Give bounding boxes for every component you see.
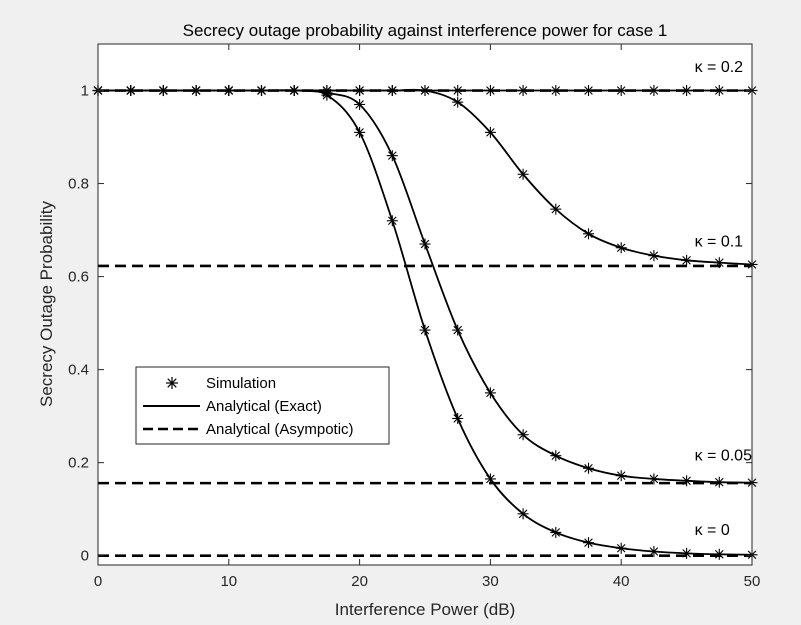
y-tick-label: 0 (81, 548, 89, 565)
simulation-point-5-13 (517, 168, 529, 180)
simulation-point-7-13 (517, 508, 529, 520)
ticks-layer: 0 10 20 30 40 50 0 0.2 0.4 0.6 0.8 1 (68, 44, 760, 590)
axes-box (97, 43, 753, 566)
x-axis-label: Interference Power (dB) (335, 600, 515, 619)
simulation-point-6-11 (452, 324, 464, 336)
simulation-point-6-12 (484, 387, 496, 399)
annotation-layer: κ = 0.2 κ = 0.1 κ = 0.05 κ = 0 (695, 59, 752, 539)
legend-simulation-marker-icon (166, 377, 178, 389)
curve-annotation-3: κ = 0 (695, 522, 730, 539)
simulation-point-7-9 (386, 215, 398, 227)
curve-annotation-1: κ = 0.1 (695, 233, 744, 250)
simulation-point-7-19 (713, 548, 725, 560)
legend: Simulation Analytical (Exact) Analytical… (135, 366, 390, 445)
simulation-point-7-16 (615, 542, 627, 554)
y-tick-label: 0.8 (68, 176, 89, 193)
simulation-point-6-10 (419, 238, 431, 250)
y-tick-label: 0.2 (68, 455, 89, 472)
simulation-point-5-18 (681, 254, 693, 266)
x-tick-label: 10 (220, 573, 237, 590)
simulation-point-7-11 (452, 412, 464, 424)
chart-title: Secrecy outage probability against inter… (183, 21, 668, 40)
x-tick-label: 20 (351, 573, 368, 590)
simulation-point-5-12 (484, 126, 496, 138)
simulation-point-5-11 (452, 96, 464, 108)
legend-label-simulation: Simulation (206, 375, 276, 392)
plot-area (98, 44, 752, 565)
simulation-point-6-9 (386, 150, 398, 162)
simulation-point-6-17 (648, 473, 660, 485)
y-tick-label: 0.6 (68, 269, 89, 286)
simulation-point-6-16 (615, 470, 627, 482)
simulation-point-7-10 (419, 324, 431, 336)
legend-label-exact: Analytical (Exact) (206, 398, 322, 415)
simulation-point-6-15 (583, 462, 594, 474)
simulation-point-7-18 (681, 547, 693, 559)
y-tick-label: 1 (81, 83, 89, 100)
x-tick-label: 50 (744, 573, 761, 590)
simulation-point-7-12 (484, 473, 496, 485)
simulation-point-5-17 (648, 250, 660, 262)
y-axis-label: Secrecy Outage Probability (37, 201, 56, 407)
simulation-point-7-15 (583, 537, 594, 549)
simulation-point-5-14 (550, 203, 562, 215)
y-tick-label: 0.4 (68, 362, 89, 379)
simulation-point-6-8 (354, 98, 366, 110)
x-tick-label: 0 (94, 573, 102, 590)
simulation-point-5-16 (615, 242, 627, 254)
simulation-point-7-17 (648, 546, 660, 558)
simulation-point-6-13 (517, 429, 529, 441)
simulation-point-6-18 (681, 475, 693, 487)
legend-label-asymptotic: Analytical (Asympotic) (206, 421, 354, 438)
simulation-point-6-14 (550, 450, 562, 462)
simulation-point-7-8 (354, 126, 366, 138)
curve-annotation-0: κ = 0.2 (695, 59, 744, 76)
x-tick-label: 30 (482, 573, 499, 590)
simulation-point-7-14 (550, 526, 562, 538)
simulation-point-5-15 (583, 228, 594, 240)
curve-annotation-2: κ = 0.05 (695, 447, 752, 464)
x-tick-label: 40 (613, 573, 630, 590)
